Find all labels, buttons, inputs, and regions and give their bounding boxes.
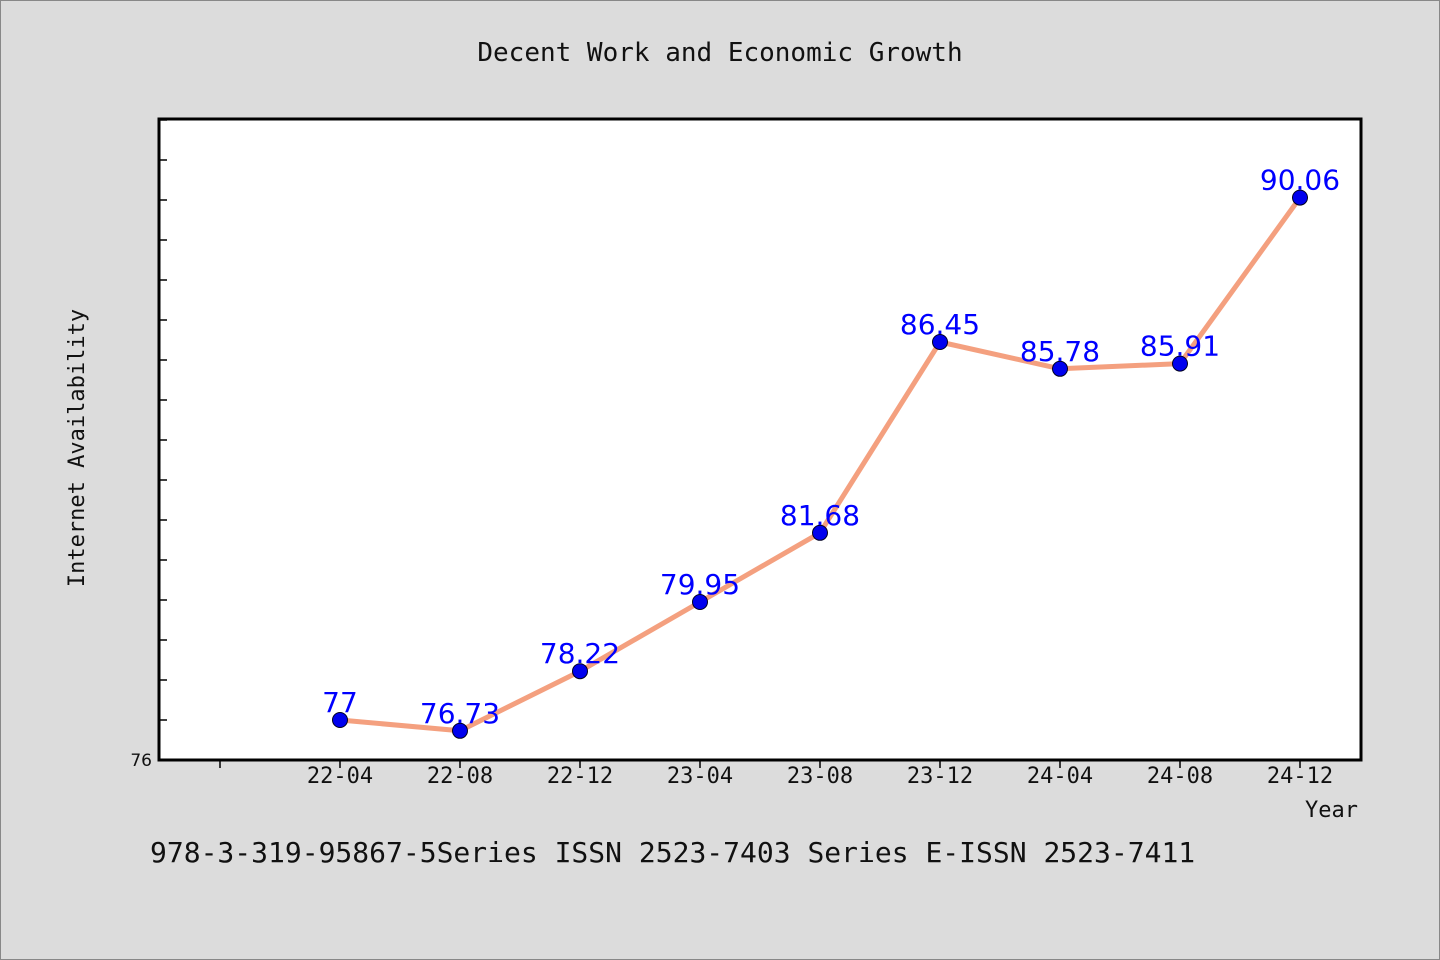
x-tick-label: 22-04 [307, 764, 373, 789]
data-point [692, 594, 708, 610]
plot-area [157, 117, 1363, 762]
y-tick-label-76: 76 [130, 751, 152, 771]
data-label: 79.95 [660, 568, 740, 601]
x-tick-label: 23-08 [787, 764, 853, 789]
x-tick-label: 24-04 [1027, 764, 1093, 789]
data-point [1052, 360, 1068, 377]
x-axis-label: Year [1305, 798, 1358, 823]
data-point [1292, 189, 1308, 206]
x-tick-label: 24-08 [1147, 764, 1213, 789]
data-label: 76.73 [420, 697, 500, 730]
data-label: 86.45 [900, 308, 980, 341]
data-label: 81.68 [780, 499, 860, 532]
x-tick-label: 23-12 [907, 764, 973, 789]
x-tick-label: 23-04 [667, 764, 733, 789]
x-axis-ticks: 22-04 22-08 22-12 23-04 23-08 23-12 24-04 24-08… [219, 760, 1333, 789]
data-point [812, 524, 828, 541]
y-axis-ticks [159, 119, 167, 761]
y-axis-label: Internet Availability [65, 309, 90, 587]
data-label: 90.06 [1260, 164, 1340, 197]
data-point [452, 722, 468, 739]
data-labels: 77 76.73 78.22 79.95 81.68 86.45 85.78 85.91 90.… [322, 164, 1340, 730]
data-label: 78.22 [540, 637, 620, 670]
footer-text: 978-3-319-95867-5Series ISSN 2523-7403 S… [150, 836, 1195, 869]
data-label: 85.78 [1020, 335, 1100, 368]
x-tick-label: 22-08 [427, 764, 493, 789]
x-tick-label: 24-12 [1267, 764, 1333, 789]
x-tick-label: 22-12 [547, 764, 613, 789]
data-label: 85.91 [1140, 330, 1220, 363]
data-point [1172, 355, 1188, 372]
data-label: 77 [322, 686, 358, 719]
series-markers [332, 189, 1308, 739]
data-point [572, 663, 588, 680]
chart-title: Decent Work and Economic Growth [477, 38, 962, 68]
data-point [332, 712, 348, 728]
data-point [932, 334, 948, 350]
